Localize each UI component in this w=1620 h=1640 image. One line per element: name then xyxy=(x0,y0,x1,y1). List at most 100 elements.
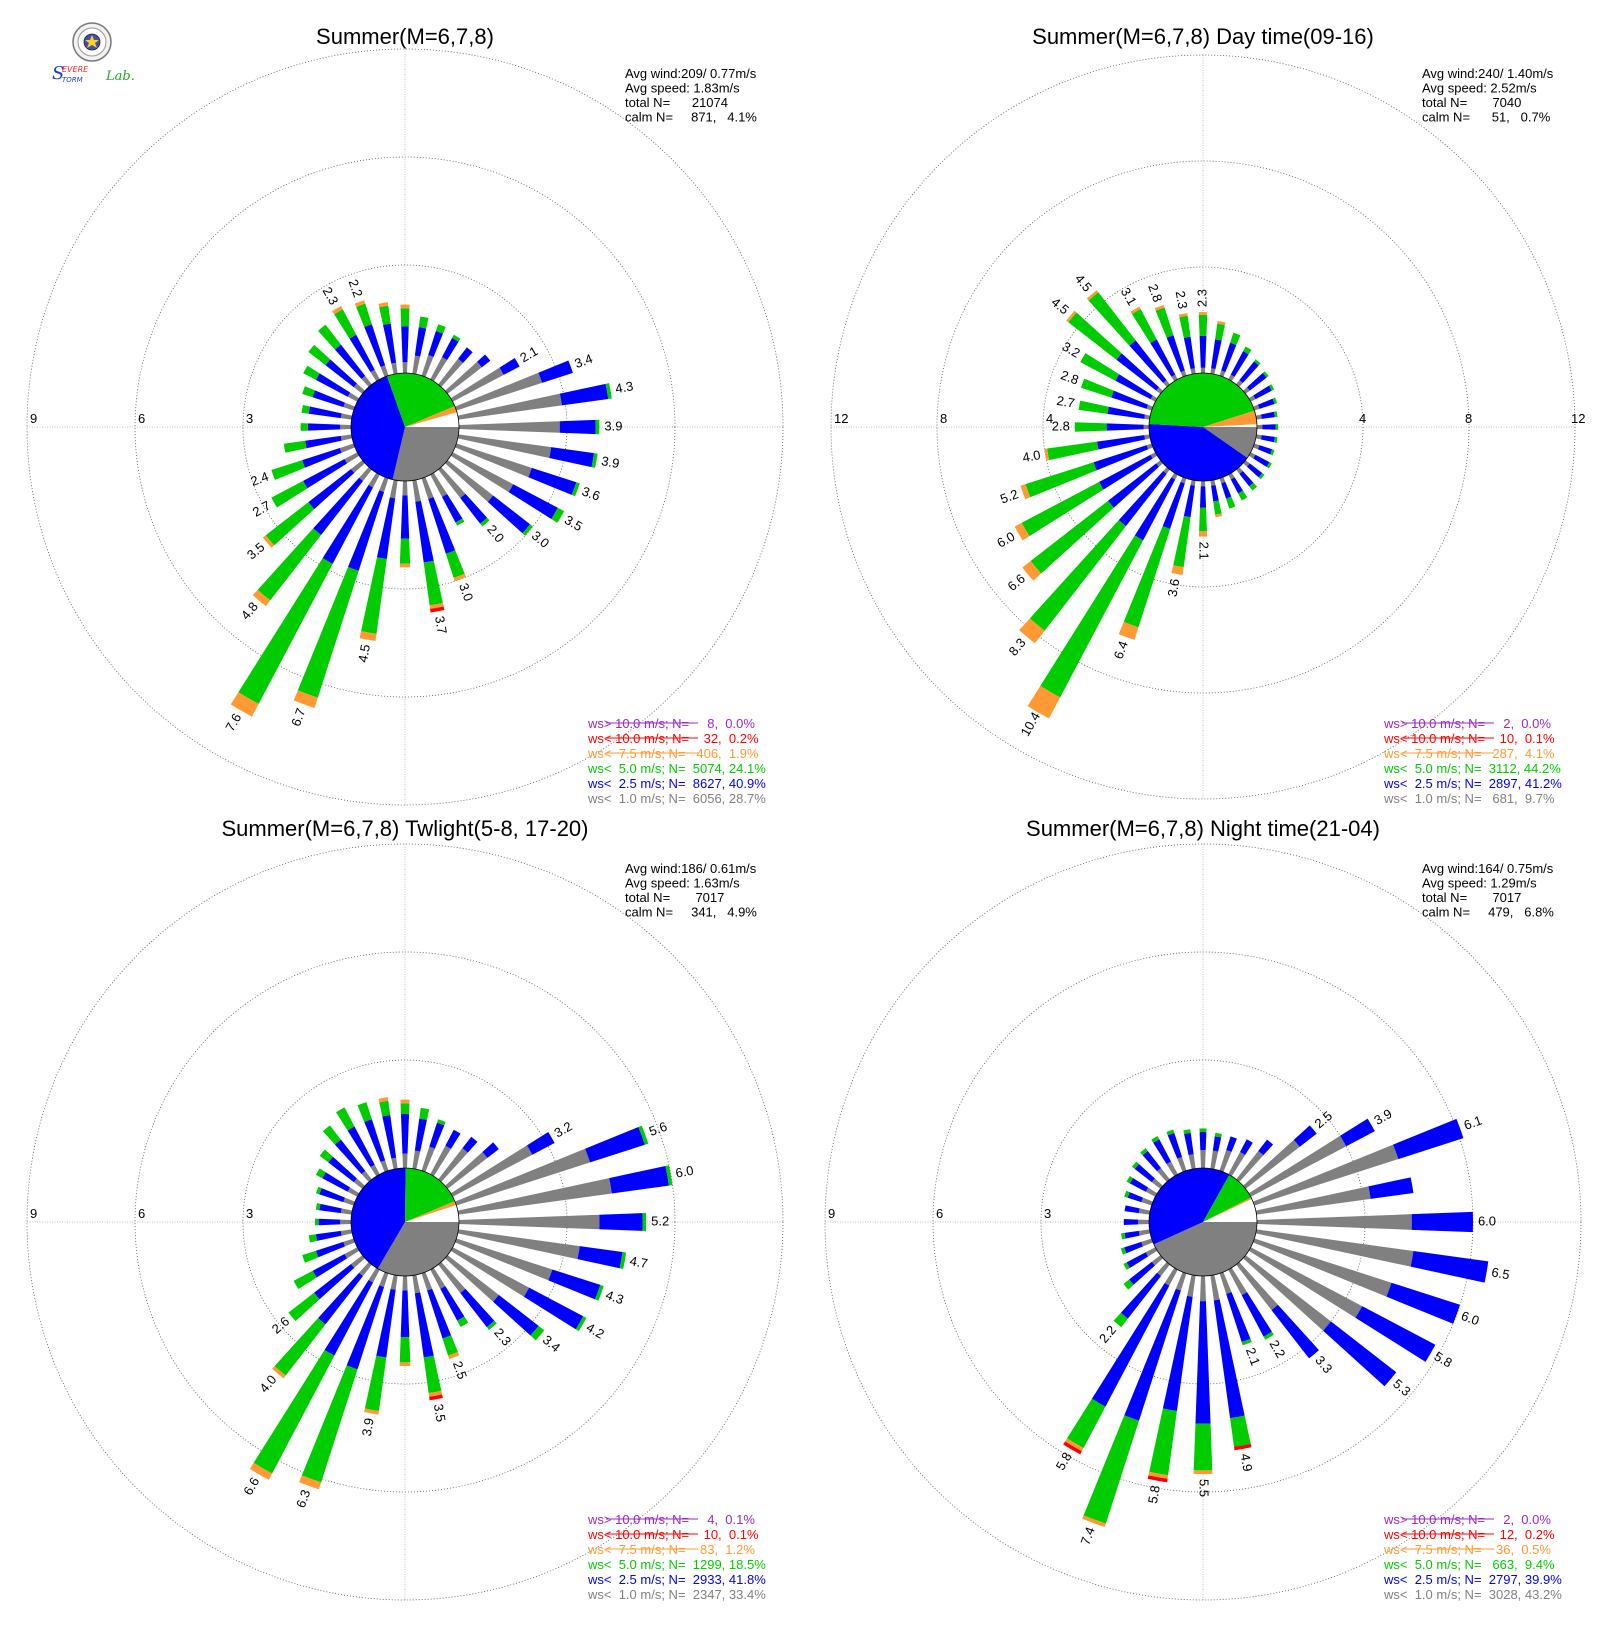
svg-text:EVERE: EVERE xyxy=(62,65,89,74)
chart-title: Summer(M=6,7,8) Twlight(5-8, 17-20) xyxy=(221,816,588,841)
bar-segment-lt1 xyxy=(412,479,421,502)
ring-label: 12 xyxy=(834,411,848,426)
bar-segment-lt5 xyxy=(1199,1128,1207,1133)
bar-segment-lt5 xyxy=(318,324,341,350)
bar-segment-lt2_5 xyxy=(526,1131,555,1155)
bar-segment-lt2_5 xyxy=(1258,1139,1274,1156)
bar-segment-lt7_5 xyxy=(378,302,389,308)
bar-segment-lt5 xyxy=(1226,496,1236,509)
info-line: total N= 7040 xyxy=(1422,95,1521,110)
bar-segment-lt2_5 xyxy=(1213,1299,1245,1419)
bar-segment-lt1 xyxy=(1255,1186,1371,1215)
bar-segment-lt1 xyxy=(1248,452,1256,459)
bar-segment-lt5 xyxy=(1078,400,1109,414)
bar-segment-lt2_5 xyxy=(1211,484,1219,502)
bar-segment-lt5 xyxy=(551,507,565,523)
bar-segment-lt7_5 xyxy=(354,300,366,307)
bar-segment-lt5 xyxy=(457,1316,469,1328)
lab-logo: S EVERE TORM Lab. xyxy=(48,22,148,86)
bar-segment-lt1 xyxy=(1146,443,1153,450)
bar-segment-lt5 xyxy=(595,1284,604,1301)
pie-slice-white xyxy=(405,1204,459,1222)
bar-segment-lt5 xyxy=(1166,1129,1175,1136)
bar-segment-lt2_5 xyxy=(414,1118,427,1152)
bar-segment-lt2_5 xyxy=(307,423,341,431)
lab-seal-icon: S EVERE TORM Lab. xyxy=(52,22,135,84)
bar-segment-lt1 xyxy=(1175,1272,1187,1291)
bar-segment-lt1 xyxy=(390,1274,398,1290)
bar-segment-lt2_5 xyxy=(482,1142,499,1158)
bar-value-label: 4.8 xyxy=(238,599,261,622)
bar-segment-lt5 xyxy=(315,1168,326,1179)
bar-segment-lt7_5 xyxy=(399,1362,411,1366)
bar-value-label: 3.2 xyxy=(1060,339,1083,361)
bar-segment-lt2_5 xyxy=(1199,335,1207,368)
bar-segment-lt2_5 xyxy=(1239,470,1254,487)
bar-segment-lt1 xyxy=(340,413,353,420)
bar-segment-lt1 xyxy=(1253,404,1260,411)
bar-segment-lt1 xyxy=(445,1255,499,1302)
bar-segment-lt1 xyxy=(340,434,353,441)
legend-entry: ws< 2.5 m/s; N= 2897, 41.2% xyxy=(1383,776,1562,791)
bar-segment-lt5 xyxy=(302,1250,319,1263)
bar-segment-lt2_5 xyxy=(400,1114,410,1154)
bar-segment-lt7_5 xyxy=(230,692,259,717)
bar-segment-lt7_5 xyxy=(272,1366,286,1379)
ring-label: 9 xyxy=(828,1206,835,1221)
bar-value-label: 2.6 xyxy=(269,1314,292,1337)
bar-value-label: 4.3 xyxy=(604,1287,626,1307)
bar-segment-lt1 xyxy=(1210,1150,1219,1170)
bar-segment-lt2_5 xyxy=(1253,385,1272,400)
ring-label: 9 xyxy=(30,1206,37,1221)
bar-segment-lt2_5 xyxy=(302,447,342,468)
bar-segment-lt5 xyxy=(357,1102,372,1122)
bar-segment-lt1 xyxy=(457,393,562,420)
bar-segment-lt5 xyxy=(1213,500,1222,515)
bar-segment-lt10 xyxy=(429,1394,443,1401)
bar-segment-lt10 xyxy=(430,606,445,613)
bar-segment-lt2_5 xyxy=(1123,1219,1139,1225)
bar-segment-lt2_5 xyxy=(376,1288,396,1358)
bar-segment-lt5 xyxy=(301,1365,358,1483)
bar-value-label: 2.2 xyxy=(1267,1337,1289,1360)
ring-label: 8 xyxy=(940,411,947,426)
bar-segment-lt1 xyxy=(359,467,372,482)
bar-segment-lt5 xyxy=(1074,422,1107,432)
bar-segment-lt2_5 xyxy=(1195,1301,1211,1424)
bar-segment-lt5 xyxy=(619,1252,627,1269)
grid-ring xyxy=(824,843,1582,1601)
ring-label: 6 xyxy=(936,1206,943,1221)
bar-segment-lt2_5 xyxy=(1411,1211,1473,1233)
bar-segment-lt2_5 xyxy=(1239,361,1259,384)
bar-segment-lt5 xyxy=(364,1355,387,1412)
bar-segment-lt5 xyxy=(1131,1161,1139,1169)
info-line: total N= 21074 xyxy=(625,95,728,110)
bar-value-label: 6.0 xyxy=(674,1163,694,1181)
bar-segment-lt2_5 xyxy=(1106,423,1144,431)
pie-slice-lt5 xyxy=(1149,372,1255,427)
bar-segment-lt1 xyxy=(1190,479,1196,486)
bar-segment-lt5 xyxy=(486,1320,497,1331)
bar-segment-lt1 xyxy=(1164,1267,1178,1286)
bar-segment-lt2_5 xyxy=(1124,1288,1181,1421)
ring-label-east: 8 xyxy=(1465,411,1472,426)
bar-value-label: 6.0 xyxy=(1459,1308,1481,1328)
bar-segment-lt1 xyxy=(455,1148,591,1206)
bar-segment-lt1 xyxy=(445,1151,488,1189)
bar-segment-lt5 xyxy=(1243,346,1252,355)
bar-segment-lt2_5 xyxy=(577,1246,623,1269)
bar-value-label: 6.0 xyxy=(1478,1213,1496,1228)
bar-segment-lt1 xyxy=(1253,1238,1392,1297)
bar-segment-lt5 xyxy=(480,517,490,527)
bar-segment-lt2_5 xyxy=(585,1127,645,1163)
bar-segment-lt5 xyxy=(379,305,391,325)
bar-segment-lt2_5 xyxy=(1230,477,1244,494)
bar-segment-lt5 xyxy=(1113,1312,1128,1328)
bar-segment-lt2_5 xyxy=(493,1294,539,1336)
bar-segment-lt1 xyxy=(1228,374,1235,382)
bar-segment-lt1 xyxy=(458,1214,600,1230)
bar-segment-lt5 xyxy=(1123,1279,1134,1290)
bar-segment-lt5 xyxy=(1025,462,1097,498)
